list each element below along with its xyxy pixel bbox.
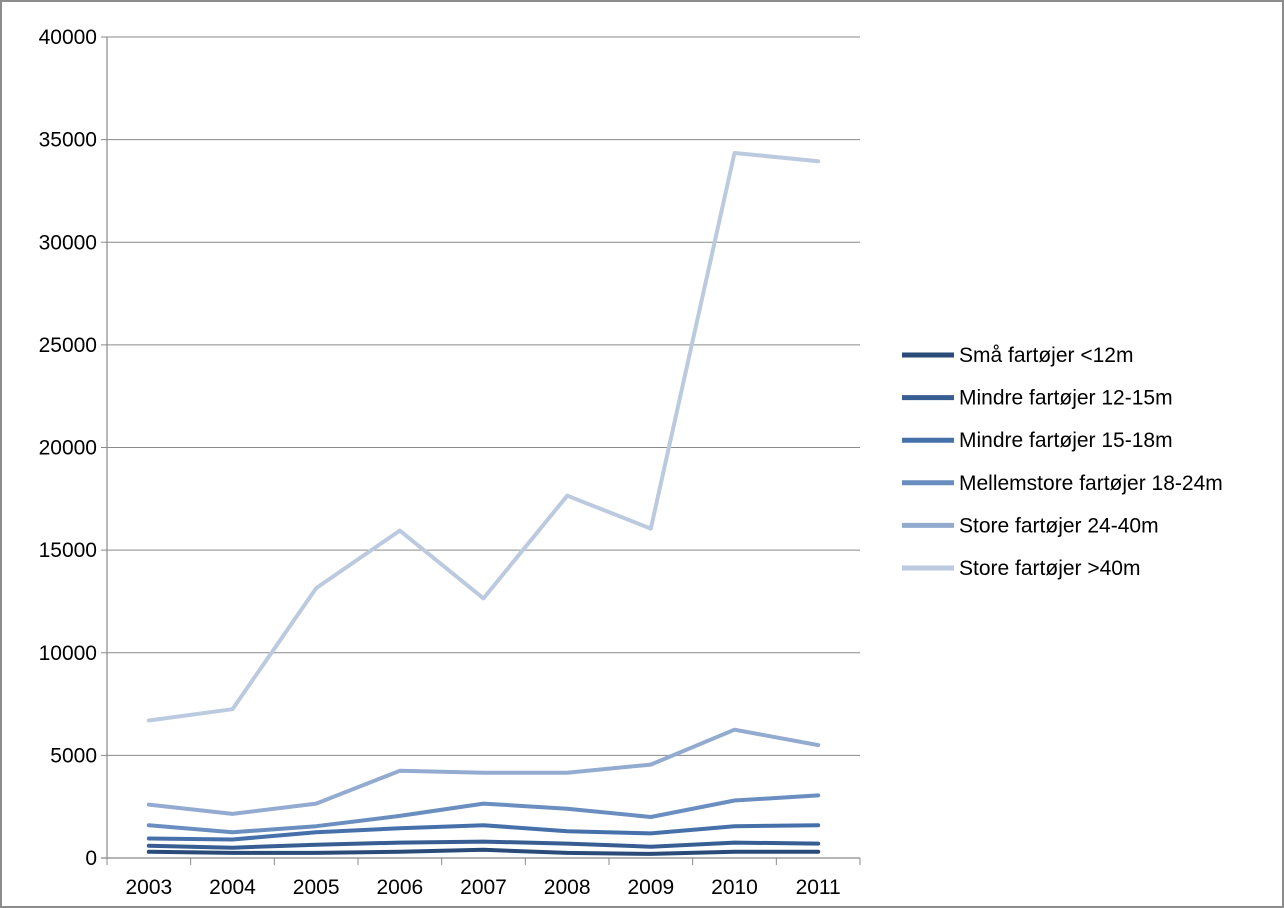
y-tick-label: 25000 xyxy=(39,334,97,357)
series-line xyxy=(146,839,821,850)
legend-label: Små fartøjer <12m xyxy=(959,344,1133,367)
legend-item: Mellemstore fartøjer 18-24m xyxy=(902,472,1223,495)
series-line xyxy=(146,727,821,816)
y-tick-label: 30000 xyxy=(39,231,97,254)
legend-label: Store fartøjer >40m xyxy=(959,557,1140,580)
legend-item: Små fartøjer <12m xyxy=(902,344,1133,367)
x-tick-label: 2004 xyxy=(209,876,256,899)
y-tick-label: 35000 xyxy=(39,129,97,152)
legend-item: Store fartøjer 24-40m xyxy=(902,514,1159,537)
series-line xyxy=(146,823,821,842)
y-tick-label: 10000 xyxy=(39,642,97,665)
y-tick-labels: 0 5000 10000 15000 20000 25000 30000 35000 40000 xyxy=(39,26,97,870)
legend-label: Mindre fartøjer 15-18m xyxy=(959,429,1173,452)
legend-label: Store fartøjer 24-40m xyxy=(959,514,1159,537)
y-tick-label: 40000 xyxy=(39,26,97,49)
legend: Små fartøjer <12m Mindre fartøjer 12-15m M… xyxy=(902,344,1223,580)
y-tick-label: 20000 xyxy=(39,437,97,460)
legend-item: Mindre fartøjer 12-15m xyxy=(902,387,1173,410)
x-tick-label: 2009 xyxy=(627,876,674,899)
x-tick-label: 2003 xyxy=(125,876,172,899)
legend-label: Mindre fartøjer 12-15m xyxy=(959,387,1173,410)
gridlines xyxy=(107,36,860,756)
x-tick-label: 2005 xyxy=(293,876,340,899)
x-tick-labels: 2003 2004 2005 2006 2007 2008 2009 2010 2011 xyxy=(125,876,840,899)
x-tick-label: 2006 xyxy=(376,876,423,899)
series-lines xyxy=(146,151,821,856)
y-tick-label: 15000 xyxy=(39,539,97,562)
legend-item: Mindre fartøjer 15-18m xyxy=(902,429,1173,452)
x-tick-label: 2008 xyxy=(544,876,591,899)
legend-item: Store fartøjer >40m xyxy=(902,557,1140,580)
legend-label: Mellemstore fartøjer 18-24m xyxy=(959,472,1223,495)
x-tick-label: 2010 xyxy=(711,876,758,899)
series-line xyxy=(146,151,821,723)
series-line xyxy=(146,847,821,856)
axes xyxy=(101,36,861,865)
series-line xyxy=(146,793,821,835)
x-tick-label: 2007 xyxy=(460,876,507,899)
y-tick-label: 5000 xyxy=(50,744,97,767)
x-tick-label: 2011 xyxy=(796,876,841,899)
y-tick-label: 0 xyxy=(85,847,97,870)
